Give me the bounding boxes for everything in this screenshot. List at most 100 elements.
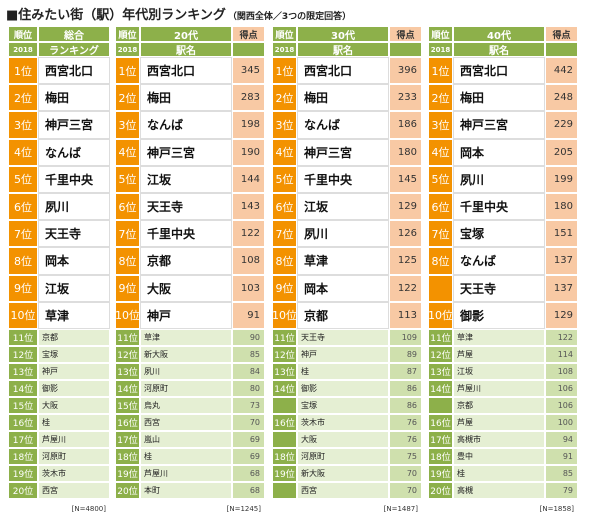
score: 87 <box>389 363 422 380</box>
table-row: 4位 神戸三宮 190 <box>115 138 265 166</box>
table-row: 7位 天王寺 <box>8 220 110 248</box>
table-row: 3位 神戸三宮 <box>8 111 110 139</box>
rank: 7位 <box>115 220 140 248</box>
table-row: 2位 梅田 248 <box>428 84 578 112</box>
rank: 11位 <box>428 329 453 346</box>
station-name: 江坂 <box>297 193 389 221</box>
rank: 1位 <box>428 57 453 85</box>
table-row: 18位 豊中 91 <box>428 448 578 465</box>
score: 442 <box>545 57 578 85</box>
header-name-top: 40代 <box>453 26 545 42</box>
score: 70 <box>389 465 422 482</box>
rank: 18位 <box>115 448 140 465</box>
rank <box>428 274 453 302</box>
station-name: 河原町 <box>140 380 232 397</box>
score: 90 <box>232 329 265 346</box>
station-name: 西宮 <box>140 414 232 431</box>
table-row: 14位 芦屋川 106 <box>428 380 578 397</box>
ranking-table: 順位 2018 総合 ランキング 1位 西宮北口 2位 梅田 3位 神戸三宮 4位 なんば 5位 千里中央… <box>8 26 110 513</box>
table-row: 19位 芦屋川 68 <box>115 465 265 482</box>
score: 198 <box>232 111 265 139</box>
table-row: 2位 梅田 233 <box>272 84 422 112</box>
rank: 2位 <box>272 84 297 112</box>
table-row: 20位 高槻 79 <box>428 482 578 499</box>
table-row: 16位 芦屋 100 <box>428 414 578 431</box>
score: 76 <box>389 414 422 431</box>
rank: 19位 <box>272 465 297 482</box>
score: 86 <box>389 397 422 414</box>
title: ■住みたい街（駅）年代別ランキング <box>6 8 226 23</box>
rank: 17位 <box>428 431 453 448</box>
score: 137 <box>545 274 578 302</box>
header-year: 2018 <box>8 42 38 57</box>
station-name: 梅田 <box>38 84 110 112</box>
station-name: 千里中央 <box>453 193 545 221</box>
station-name: 岡本 <box>453 138 545 166</box>
station-name: 河原町 <box>38 448 110 465</box>
station-name: なんば <box>38 138 110 166</box>
header-blank <box>389 42 422 57</box>
score: 248 <box>545 84 578 112</box>
table-row: 13位桂 87 <box>272 363 422 380</box>
score: 91 <box>545 448 578 465</box>
station-name: 夙川 <box>297 220 389 248</box>
station-name: 本町 <box>140 482 232 499</box>
rank: 11位 <box>272 329 297 346</box>
table-row: 17位 高槻市 94 <box>428 431 578 448</box>
rank: 13位 <box>115 363 140 380</box>
rank: 10位 <box>428 301 453 329</box>
score: 113 <box>389 301 422 329</box>
rank: 7位 <box>8 220 38 248</box>
station-name: なんば <box>140 111 232 139</box>
station-name: 高槻 <box>453 482 545 499</box>
rank: 1位 <box>272 57 297 85</box>
rank: 17位 <box>8 431 38 448</box>
score: 68 <box>232 482 265 499</box>
rank: 18位 <box>8 448 38 465</box>
table-row: 5位 江坂 144 <box>115 165 265 193</box>
station-name: 夙川 <box>140 363 232 380</box>
table-row: 京都 106 <box>428 397 578 414</box>
score: 70 <box>389 482 422 499</box>
table-row: 13位 神戸 <box>8 363 110 380</box>
station-name: 西宮 <box>297 482 389 499</box>
station-name: 河原町 <box>297 448 389 465</box>
rank: 8位 <box>428 247 453 275</box>
score: 180 <box>389 138 422 166</box>
rank: 4位 <box>428 138 453 166</box>
table-row: 9位 江坂 <box>8 274 110 302</box>
header-rank: 順位 <box>272 26 297 42</box>
table-row: 1位 西宮北口 <box>8 57 110 85</box>
rank: 16位 <box>428 414 453 431</box>
table-row: 19位 新大阪 70 <box>272 465 422 482</box>
station-name: 京都 <box>297 301 389 329</box>
station-name: 嵐山 <box>140 431 232 448</box>
rank: 2位 <box>115 84 140 112</box>
table-row: 3位 神戸三宮 229 <box>428 111 578 139</box>
table-row: 1位 西宮北口 396 <box>272 57 422 85</box>
table-row: 16位 茨木市 76 <box>272 414 422 431</box>
score: 80 <box>232 380 265 397</box>
rank: 13位 <box>8 363 38 380</box>
station-name: 草津 <box>297 247 389 275</box>
table-row: 天王寺 137 <box>428 274 578 302</box>
table-row: 2位 梅田 <box>8 84 110 112</box>
header-name-bottom: 駅名 <box>453 42 545 57</box>
station-name: 天王寺 <box>453 274 545 302</box>
station-name: 西宮北口 <box>453 57 545 85</box>
station-name: 宝塚 <box>38 346 110 363</box>
table-row: 12位 宝塚 <box>8 346 110 363</box>
station-name: 芦屋 <box>453 414 545 431</box>
score: 122 <box>545 329 578 346</box>
score: 84 <box>232 363 265 380</box>
station-name: 夙川 <box>38 193 110 221</box>
rank: 10位 <box>8 301 38 329</box>
station-name: 草津 <box>453 329 545 346</box>
score: 106 <box>545 397 578 414</box>
table-row: 9位 岡本 122 <box>272 274 422 302</box>
rank <box>428 397 453 414</box>
score: 125 <box>389 247 422 275</box>
rank: 5位 <box>272 165 297 193</box>
table-row: 5位 千里中央 145 <box>272 165 422 193</box>
score: 68 <box>232 465 265 482</box>
